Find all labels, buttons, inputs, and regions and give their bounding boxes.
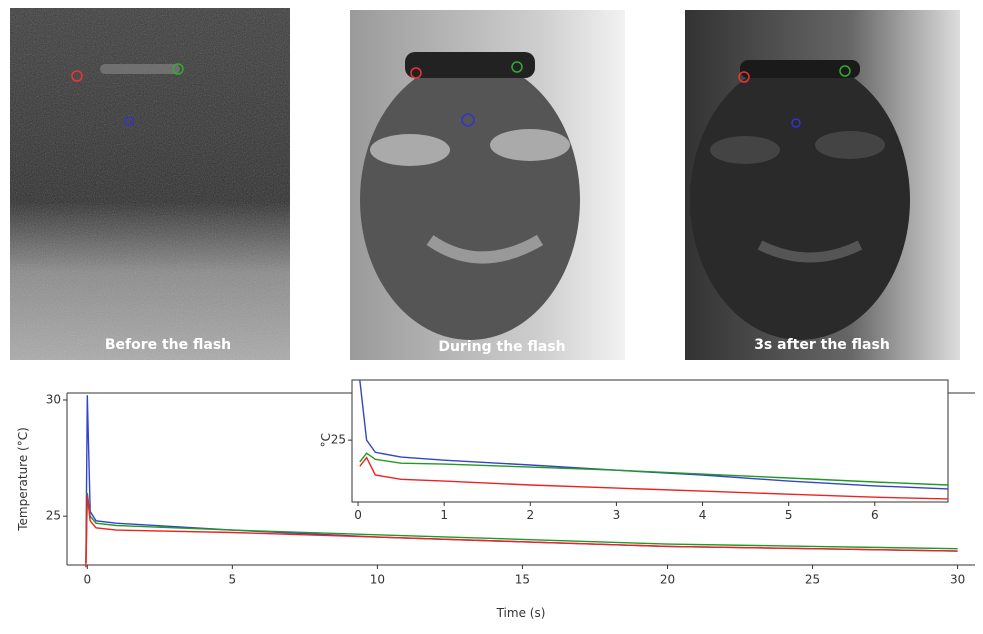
x-tick-label: 5: [785, 508, 793, 522]
y-axis-label: Temperature (°C): [16, 427, 30, 532]
image-before: Before the flash: [10, 8, 290, 360]
inset-frame: [352, 380, 948, 502]
y-tick-label: 25: [46, 509, 61, 523]
caption: Before the flash: [105, 337, 231, 353]
x-axis-label: Time (s): [496, 606, 546, 620]
x-tick-label: 0: [83, 573, 91, 587]
x-tick-label: 2: [526, 508, 534, 522]
caption: 3s after the flash: [754, 337, 890, 353]
page: {"panels": [{"caption": "Before the flas…: [0, 0, 983, 630]
x-tick-label: 5: [229, 573, 237, 587]
x-tick-label: 0: [354, 508, 362, 522]
x-tick-label: 1: [440, 508, 448, 522]
x-tick-label: 3: [613, 508, 621, 522]
x-tick-label: 25: [805, 573, 820, 587]
x-tick-label: 6: [871, 508, 879, 522]
x-tick-label: 4: [699, 508, 707, 522]
x-tick-label: 20: [660, 573, 675, 587]
x-tick-label: 10: [370, 573, 385, 587]
x-tick-label: 15: [515, 573, 530, 587]
image-after: 3s after the flash: [685, 10, 960, 360]
image-during: During the flash: [350, 10, 625, 360]
y-tick-label: 30: [46, 392, 61, 406]
figure: Before the flash During the flash 3s aft…: [0, 0, 983, 630]
x-tick-label: 30: [950, 573, 965, 587]
y-axis-label: °C: [319, 433, 333, 447]
caption: During the flash: [438, 339, 565, 355]
series-line: [86, 493, 958, 563]
series-line: [86, 495, 958, 567]
